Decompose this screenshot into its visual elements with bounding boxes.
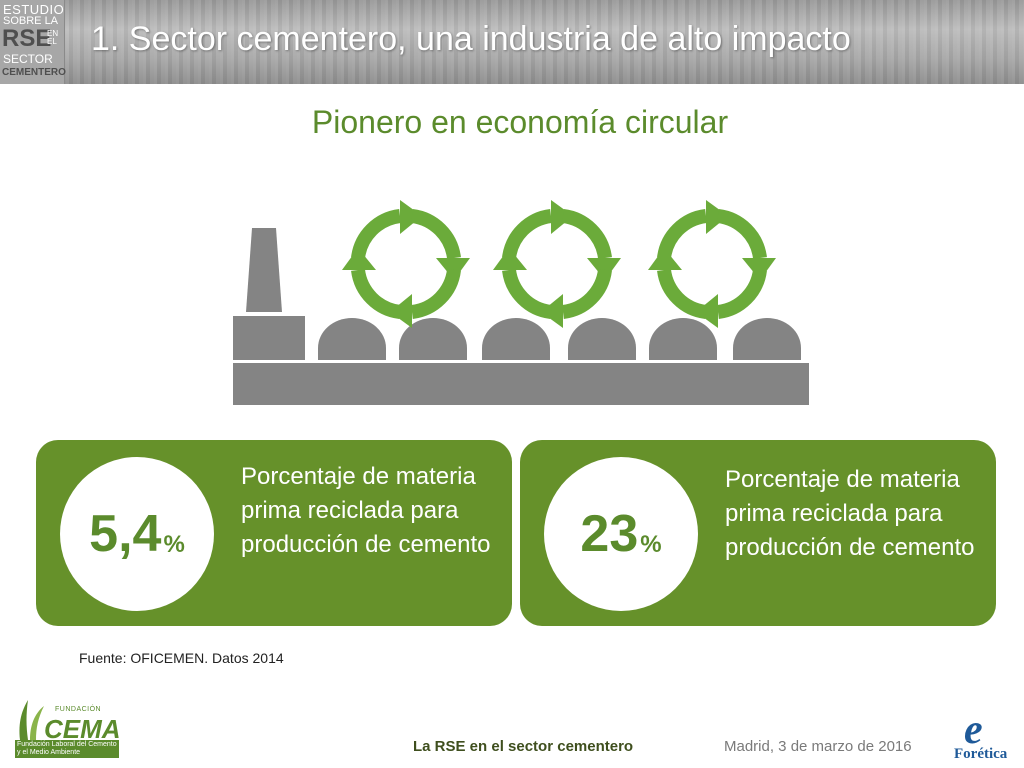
cema-logo: FUNDACIÓN CEMA Fundación Laboral del Cem… [12,700,121,760]
stat-description: Porcentaje de materia prima reciclada pa… [725,466,975,561]
source-note: Fuente: OFICEMEN. Datos 2014 [79,650,284,666]
stat-panel-1: 5,4% Porcentaje de materia prima recicla… [36,440,512,626]
logo-line-6: CEMENTERO [2,67,66,78]
stat-unit: % [640,531,662,558]
foretica-e-icon: e [964,707,983,753]
logo-line-5: SECTOR [3,52,53,66]
concrete-texture [0,0,1024,84]
cema-brand: CEMA [44,714,121,744]
recycle-icon [342,200,470,328]
logo-line-1: ESTUDIO [3,2,65,17]
slide-subtitle: Pionero en economía circular [311,104,729,140]
cema-tagline: Fundación Laboral del Cemento y el Medio… [15,740,119,758]
stat-panel-2: 23% Porcentaje de materia prima reciclad… [520,440,996,626]
logo-line-3: RSE [2,25,52,52]
footer-title: La RSE en el sector cementero [413,738,634,755]
stat-circle: 23% [544,457,698,611]
stat-circle: 5,4% [60,457,214,611]
slide-title: 1. Sector cementero, una industria de al… [91,20,851,58]
stat-value: 5,4 [89,505,162,563]
foretica-logo: e Forética [950,707,1014,766]
stat-value: 23 [580,505,639,563]
recycle-icon [648,200,776,328]
recycle-icon [493,200,621,328]
stat-unit: % [163,531,185,558]
logo-line-2: SOBRE LA [3,15,59,27]
logo-line-4: EN EL [47,29,59,46]
estudio-rse-logo: ESTUDIO SOBRE LA RSE EN EL SECTOR CEMENT… [0,0,66,84]
factory-icon [233,200,809,405]
leaf-icon [19,700,44,740]
stat-description: Porcentaje de materia prima reciclada pa… [241,463,491,558]
factory-building [233,228,809,405]
header-banner: ESTUDIO SOBRE LA RSE EN EL SECTOR CEMENT… [0,0,1024,84]
cema-small-label: FUNDACIÓN [55,706,102,713]
footer-date: Madrid, 3 de marzo de 2016 [724,738,912,755]
foretica-name: Forética [954,746,1008,762]
